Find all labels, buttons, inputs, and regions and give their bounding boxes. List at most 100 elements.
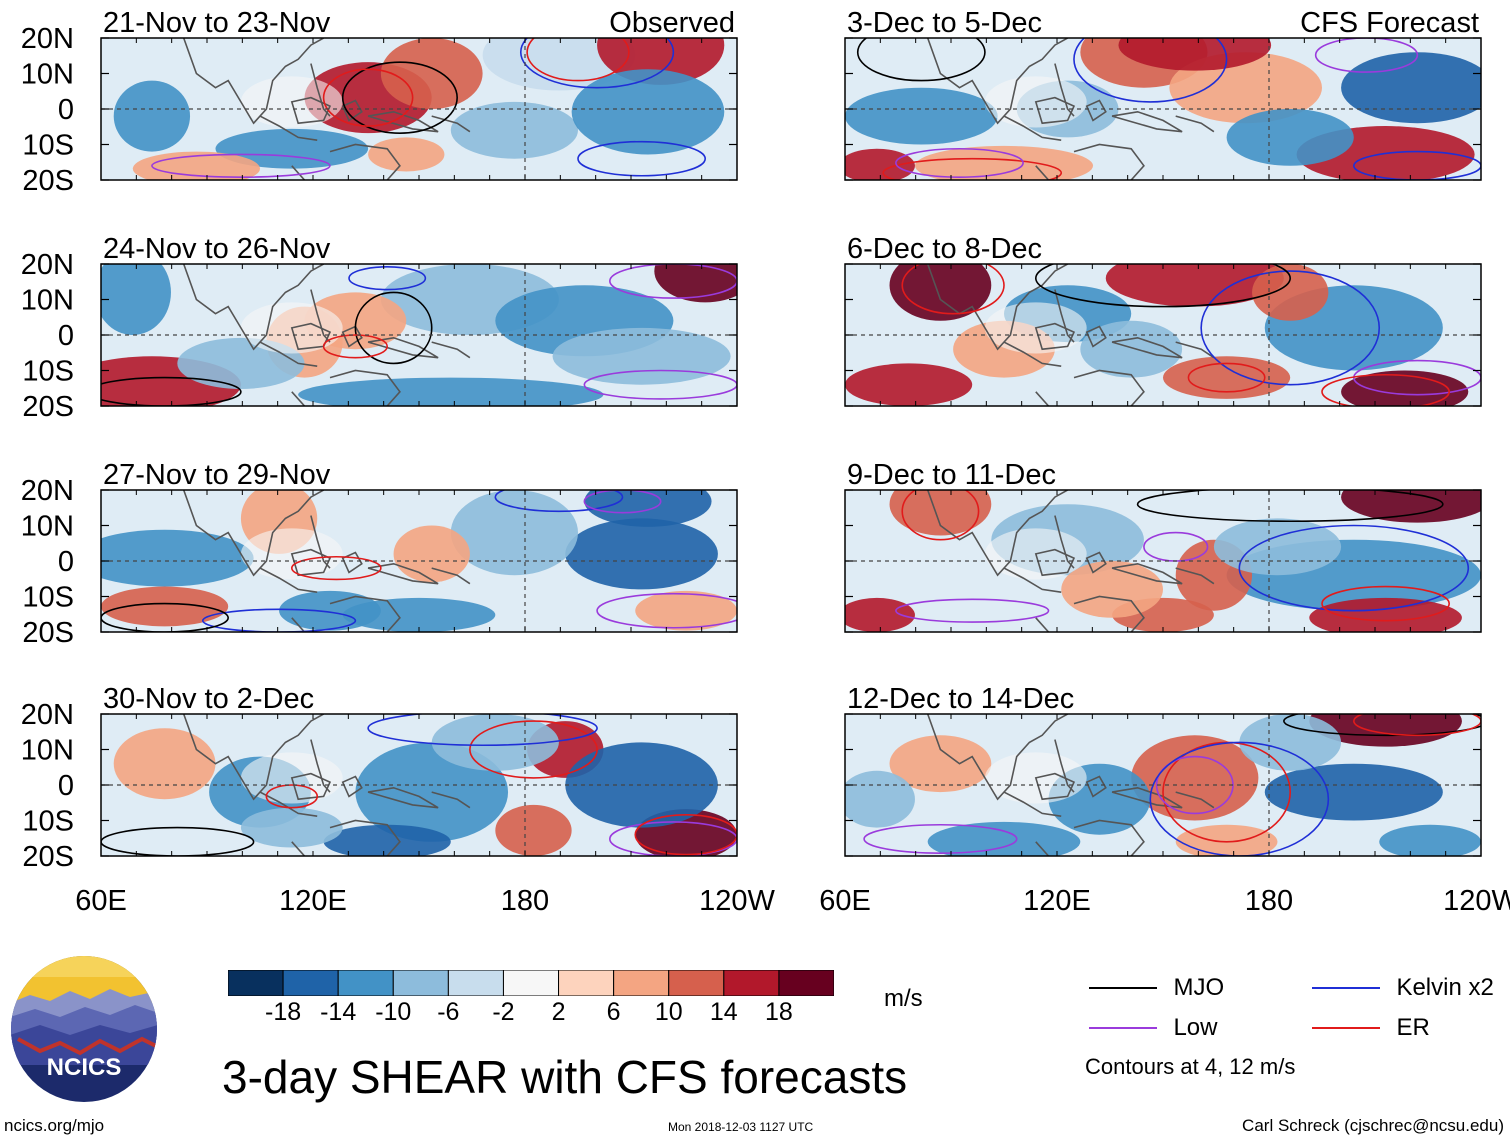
wave-contour	[1200, 270, 1381, 386]
lat-label: 20S	[22, 391, 74, 423]
shear-anomaly-patch	[380, 38, 483, 109]
shear-anomaly-patch	[889, 735, 992, 793]
footer-timestamp: Mon 2018-12-03 1127 UTC	[668, 1120, 814, 1134]
colorbar-swatch	[613, 969, 670, 997]
kelvin-line-swatch	[1312, 987, 1380, 989]
lon-label: 120E	[1023, 885, 1091, 917]
coastline	[1034, 772, 1076, 801]
coastline	[341, 99, 363, 122]
wave-contour	[856, 38, 986, 82]
ncics-logo: NCICS	[10, 955, 158, 1103]
shear-field	[845, 490, 1481, 632]
wave-contour	[1238, 524, 1470, 612]
shear-anomaly-patch	[565, 742, 718, 828]
shear-anomaly-patch	[584, 490, 712, 527]
colorbar-tick-label: 6	[606, 998, 621, 1026]
legend-label-kelvin: Kelvin x2	[1396, 974, 1494, 1001]
coastline	[259, 567, 318, 593]
coastlines	[182, 490, 471, 632]
colorbar-tick-label: -6	[437, 998, 460, 1026]
wave-contour	[341, 61, 458, 134]
coastline	[329, 595, 401, 632]
colorbar-swatch	[447, 969, 504, 997]
panel-period-label: 24-Nov to 26-Nov	[103, 233, 331, 265]
wave-contour	[1187, 362, 1266, 393]
wave-contour	[469, 720, 598, 779]
coastline	[1175, 567, 1215, 585]
coastline	[259, 115, 318, 141]
legend-label-er: ER	[1396, 1014, 1430, 1041]
shear-anomaly-patch	[495, 804, 572, 856]
coastlines	[926, 264, 1215, 406]
colorbar-swatch	[337, 969, 394, 997]
shear-anomaly-patch	[132, 151, 260, 180]
forecast-panel-1: 3-Dec to 5-Dec CFS Forecast	[844, 7, 1482, 181]
er-line-swatch	[1312, 1027, 1380, 1029]
forecast-panel-3: 9-Dec to 11-Dec	[844, 459, 1482, 633]
coastline	[367, 110, 439, 133]
coastline	[1175, 115, 1215, 133]
coastline	[1034, 96, 1076, 125]
coastline	[1034, 322, 1076, 351]
colorbar-swatch	[227, 969, 284, 997]
lat-label: 10N	[21, 59, 74, 91]
shear-anomaly-patch	[845, 87, 998, 145]
shear-anomaly-patch	[240, 807, 343, 848]
shear-anomaly-patch	[101, 264, 171, 335]
lat-label: 10S	[22, 806, 74, 838]
coastline	[367, 562, 439, 585]
shear-anomaly-patch	[101, 586, 229, 627]
colorbar-swatch	[778, 969, 835, 997]
shear-anomaly-patch	[298, 377, 604, 406]
wave-contour	[895, 147, 1024, 178]
shear-anomaly-patch	[1309, 597, 1462, 632]
coastline	[341, 551, 363, 574]
lat-label: 0	[58, 94, 74, 126]
shear-anomaly-patch	[889, 264, 992, 321]
legend-item-low: Low	[1089, 1014, 1217, 1042]
shear-field	[845, 38, 1481, 180]
shear-anomaly-patch	[215, 128, 369, 169]
colorbar-swatch	[558, 969, 615, 997]
shear-anomaly-patch	[1226, 108, 1354, 166]
lat-label: 20S	[22, 617, 74, 649]
shear-anomaly-patch	[1105, 264, 1284, 307]
coastline	[1085, 99, 1107, 122]
coastline	[1085, 775, 1107, 798]
coastline	[1035, 165, 1050, 180]
coastline	[329, 369, 401, 406]
colorbar-unit: m/s	[884, 985, 923, 1012]
wave-contour	[583, 490, 662, 514]
wave-contour	[1283, 714, 1481, 737]
coastline	[1003, 791, 1062, 817]
lon-label: 60E	[819, 885, 871, 917]
wave-contour	[901, 264, 1005, 315]
coastline	[1003, 115, 1062, 141]
colorbar-tick-label: 10	[654, 998, 683, 1026]
wave-contour	[1314, 38, 1419, 73]
shear-anomaly-patch	[279, 590, 381, 631]
lat-label: 10N	[21, 285, 74, 317]
coastlines	[182, 264, 471, 406]
lat-label: 0	[58, 546, 74, 578]
shear-anomaly-patch	[571, 69, 725, 155]
shear-field	[101, 490, 737, 632]
figure-title: 3-day SHEAR with CFS forecasts	[222, 1051, 908, 1103]
lat-label: 10N	[21, 735, 74, 767]
shear-anomaly-patch	[393, 525, 470, 583]
wave-contour	[151, 153, 331, 178]
shear-anomaly-patch	[1118, 38, 1272, 71]
coastline	[431, 341, 471, 359]
coastline	[1111, 336, 1183, 359]
wave-contour	[577, 140, 706, 177]
lon-label: 180	[501, 885, 549, 917]
shear-anomaly-patch	[1080, 320, 1183, 378]
mjo-line-swatch	[1089, 987, 1157, 989]
panel-period-label: 30-Nov to 2-Dec	[103, 683, 314, 715]
wave-contour	[1353, 714, 1481, 737]
wave-contour	[367, 714, 598, 747]
lon-label: 120W	[699, 885, 775, 917]
wave-contour	[1136, 490, 1444, 523]
coastline	[367, 336, 439, 359]
